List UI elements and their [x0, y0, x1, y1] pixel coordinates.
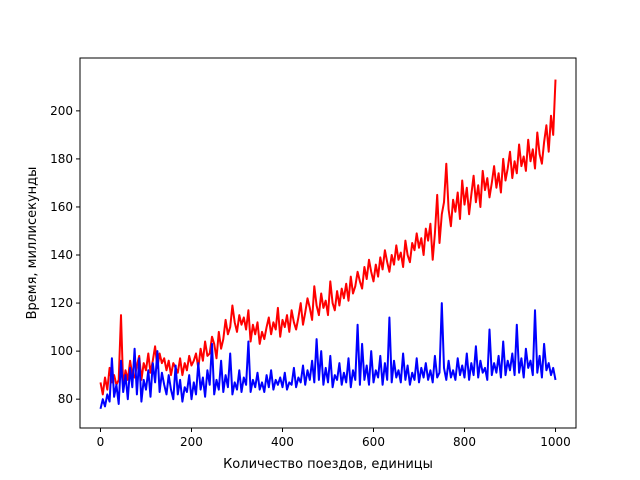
plot-lines — [99, 79, 557, 410]
y-tick-label: 100 — [50, 344, 73, 358]
y-tick-label: 180 — [50, 152, 73, 166]
axes-frame — [79, 57, 577, 429]
y-tick-label: 140 — [50, 248, 73, 262]
y-tick-label: 120 — [50, 296, 73, 310]
x-tick-label: 200 — [180, 435, 203, 449]
y-tick-label: 160 — [50, 200, 73, 214]
y-axis-label: Время, миллисекунды — [25, 167, 40, 320]
x-axis-label: Количество поездов, единицы — [223, 457, 433, 472]
y-axis: 80 100 120 140 160 180 200 — [50, 104, 80, 406]
x-tick-label: 1000 — [540, 435, 571, 449]
x-axis: 0 200 400 600 800 1000 — [97, 428, 571, 449]
x-tick-label: 0 — [97, 435, 105, 449]
x-tick-label: 400 — [271, 435, 294, 449]
y-tick-label: 80 — [58, 392, 73, 406]
series-line-1 — [99, 302, 557, 410]
x-tick-label: 800 — [453, 435, 476, 449]
y-tick-label: 200 — [50, 104, 73, 118]
x-tick-label: 600 — [362, 435, 385, 449]
